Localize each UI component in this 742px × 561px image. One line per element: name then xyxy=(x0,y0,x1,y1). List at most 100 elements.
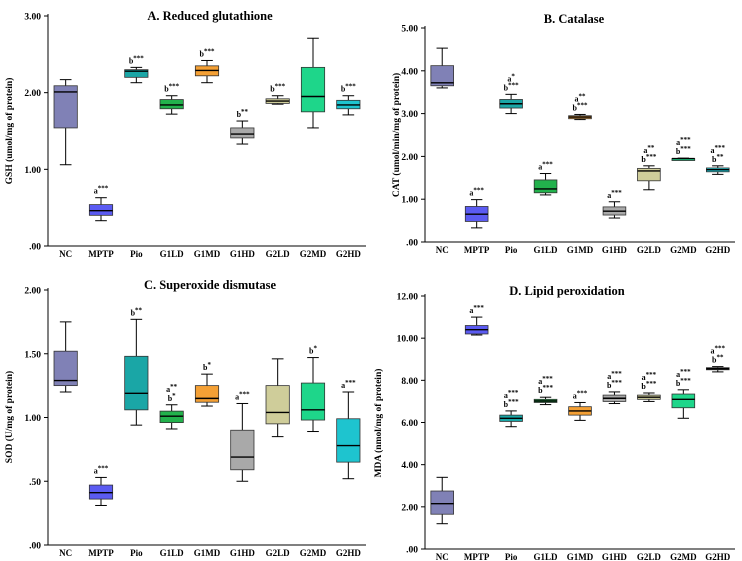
y-tick-label: 6.00 xyxy=(401,419,418,429)
box-g1hd: b** xyxy=(230,108,255,145)
y-tick-label: 12.00 xyxy=(397,293,419,303)
box-iqr xyxy=(230,429,255,471)
box-iqr xyxy=(159,99,184,110)
y-tick-label: 2.00 xyxy=(401,503,418,513)
x-category-label: NC xyxy=(436,245,449,255)
significance-label: a*** xyxy=(607,189,622,200)
x-category-label: G2HD xyxy=(705,552,731,561)
panel-sod: C. Superoxide dismutase SOD (U/mg of pro… xyxy=(4,278,366,558)
significance-label: a*** xyxy=(676,368,691,379)
significance-label: a** xyxy=(575,92,587,103)
significance-label: b* xyxy=(309,345,317,356)
panel-title: D. Lipid peroxidation xyxy=(509,284,624,298)
y-tick-label: 1.00 xyxy=(24,166,41,176)
x-category-label: G1HD xyxy=(602,245,628,255)
x-category-label: MPTP xyxy=(88,249,114,259)
significance-label: a*** xyxy=(642,371,657,382)
box-g1ld: a**b* xyxy=(159,383,184,430)
significance-label: b*** xyxy=(504,398,519,409)
box-g1ld: a***b*** xyxy=(533,375,558,406)
significance-label: b*** xyxy=(676,145,691,156)
y-tick-label: .00 xyxy=(406,239,418,249)
x-category-label: G2HD xyxy=(336,249,362,259)
y-tick-label: .00 xyxy=(29,542,41,552)
significance-label: a*** xyxy=(711,144,726,155)
significance-label: b*** xyxy=(573,101,588,112)
x-category-label: G2HD xyxy=(336,548,362,558)
box-g2hd: b*** xyxy=(336,83,361,116)
box-iqr xyxy=(430,65,454,87)
y-tick-label: 2.00 xyxy=(401,153,418,163)
box-nc xyxy=(430,476,454,525)
box-iqr xyxy=(194,385,220,403)
y-tick-label: .00 xyxy=(406,546,418,556)
x-category-label: NC xyxy=(59,548,72,558)
box-iqr xyxy=(124,355,149,411)
panel-title: C. Superoxide dismutase xyxy=(144,278,277,292)
y-tick-label: 3.00 xyxy=(24,13,41,23)
x-category-label: G1HD xyxy=(230,249,256,259)
significance-label: b*** xyxy=(641,380,656,391)
x-category-label: NC xyxy=(436,552,449,561)
box-mptp: a*** xyxy=(464,304,489,336)
significance-label: b*** xyxy=(270,83,285,94)
x-category-label: G2MD xyxy=(300,548,327,558)
x-category-label: Pio xyxy=(505,245,518,255)
panel-title: A. Reduced glutathione xyxy=(147,9,273,23)
y-tick-label: 5.00 xyxy=(401,25,418,35)
box-pio: a*b*** xyxy=(499,72,523,115)
box-nc xyxy=(53,79,78,166)
box-iqr xyxy=(230,127,255,139)
y-tick-label: 2.00 xyxy=(24,287,41,297)
y-tick-label: .00 xyxy=(29,243,41,253)
significance-label: a*** xyxy=(573,389,588,400)
x-category-label: MPTP xyxy=(464,552,490,561)
y-tick-label: 1.00 xyxy=(401,196,418,206)
significance-label: a*** xyxy=(538,161,553,172)
y-axis-label: MDA (nmol/mg of protein) xyxy=(373,369,384,478)
significance-label: a*** xyxy=(711,345,726,356)
box-g2ld: b*** xyxy=(265,83,290,105)
box-iqr xyxy=(300,66,326,113)
significance-label: a** xyxy=(166,383,178,394)
significance-label: a*** xyxy=(504,389,519,400)
significance-label: b*** xyxy=(538,384,553,395)
panel-gsh: A. Reduced glutathione GSH (umol/mg of p… xyxy=(4,9,366,259)
box-g2md xyxy=(300,37,326,129)
box-iqr xyxy=(533,179,558,194)
box-g2hd: a***b** xyxy=(706,144,730,175)
box-g2hd: a***b** xyxy=(706,345,730,373)
significance-label: b** xyxy=(237,108,249,119)
significance-label: b*** xyxy=(341,83,356,94)
box-g1ld: b*** xyxy=(159,83,184,115)
significance-label: b*** xyxy=(641,153,656,164)
box-g2md: a***b*** xyxy=(671,368,696,419)
x-category-label: Pio xyxy=(505,552,518,561)
significance-label: a*** xyxy=(676,136,691,147)
box-g2ld xyxy=(265,358,290,438)
x-category-label: G1LD xyxy=(534,552,559,561)
significance-label: b*** xyxy=(200,47,215,58)
box-iqr xyxy=(88,204,114,216)
y-axis-label: GSH (umol/mg of protein) xyxy=(4,78,15,185)
box-pio: b*** xyxy=(124,54,149,84)
box-nc xyxy=(430,47,454,89)
y-tick-label: 3.00 xyxy=(401,110,418,120)
y-tick-label: 1.00 xyxy=(24,414,41,424)
y-tick-label: 1.50 xyxy=(24,350,41,360)
significance-label: b* xyxy=(168,392,176,403)
box-g1md: a**b*** xyxy=(568,92,592,121)
box-g1hd: a*** xyxy=(230,390,255,482)
x-category-label: Pio xyxy=(130,548,143,558)
box-iqr xyxy=(300,382,326,421)
box-mptp: a*** xyxy=(464,187,489,229)
significance-label: a*** xyxy=(469,187,484,198)
significance-label: a*** xyxy=(94,464,109,475)
x-category-label: G1HD xyxy=(230,548,256,558)
panel-title: B. Catalase xyxy=(544,12,605,26)
significance-label: b** xyxy=(131,306,143,317)
box-g2md: a***b*** xyxy=(671,136,696,161)
x-category-label: G2LD xyxy=(266,548,291,558)
significance-label: b* xyxy=(203,361,211,372)
y-tick-label: 10.00 xyxy=(397,335,419,345)
